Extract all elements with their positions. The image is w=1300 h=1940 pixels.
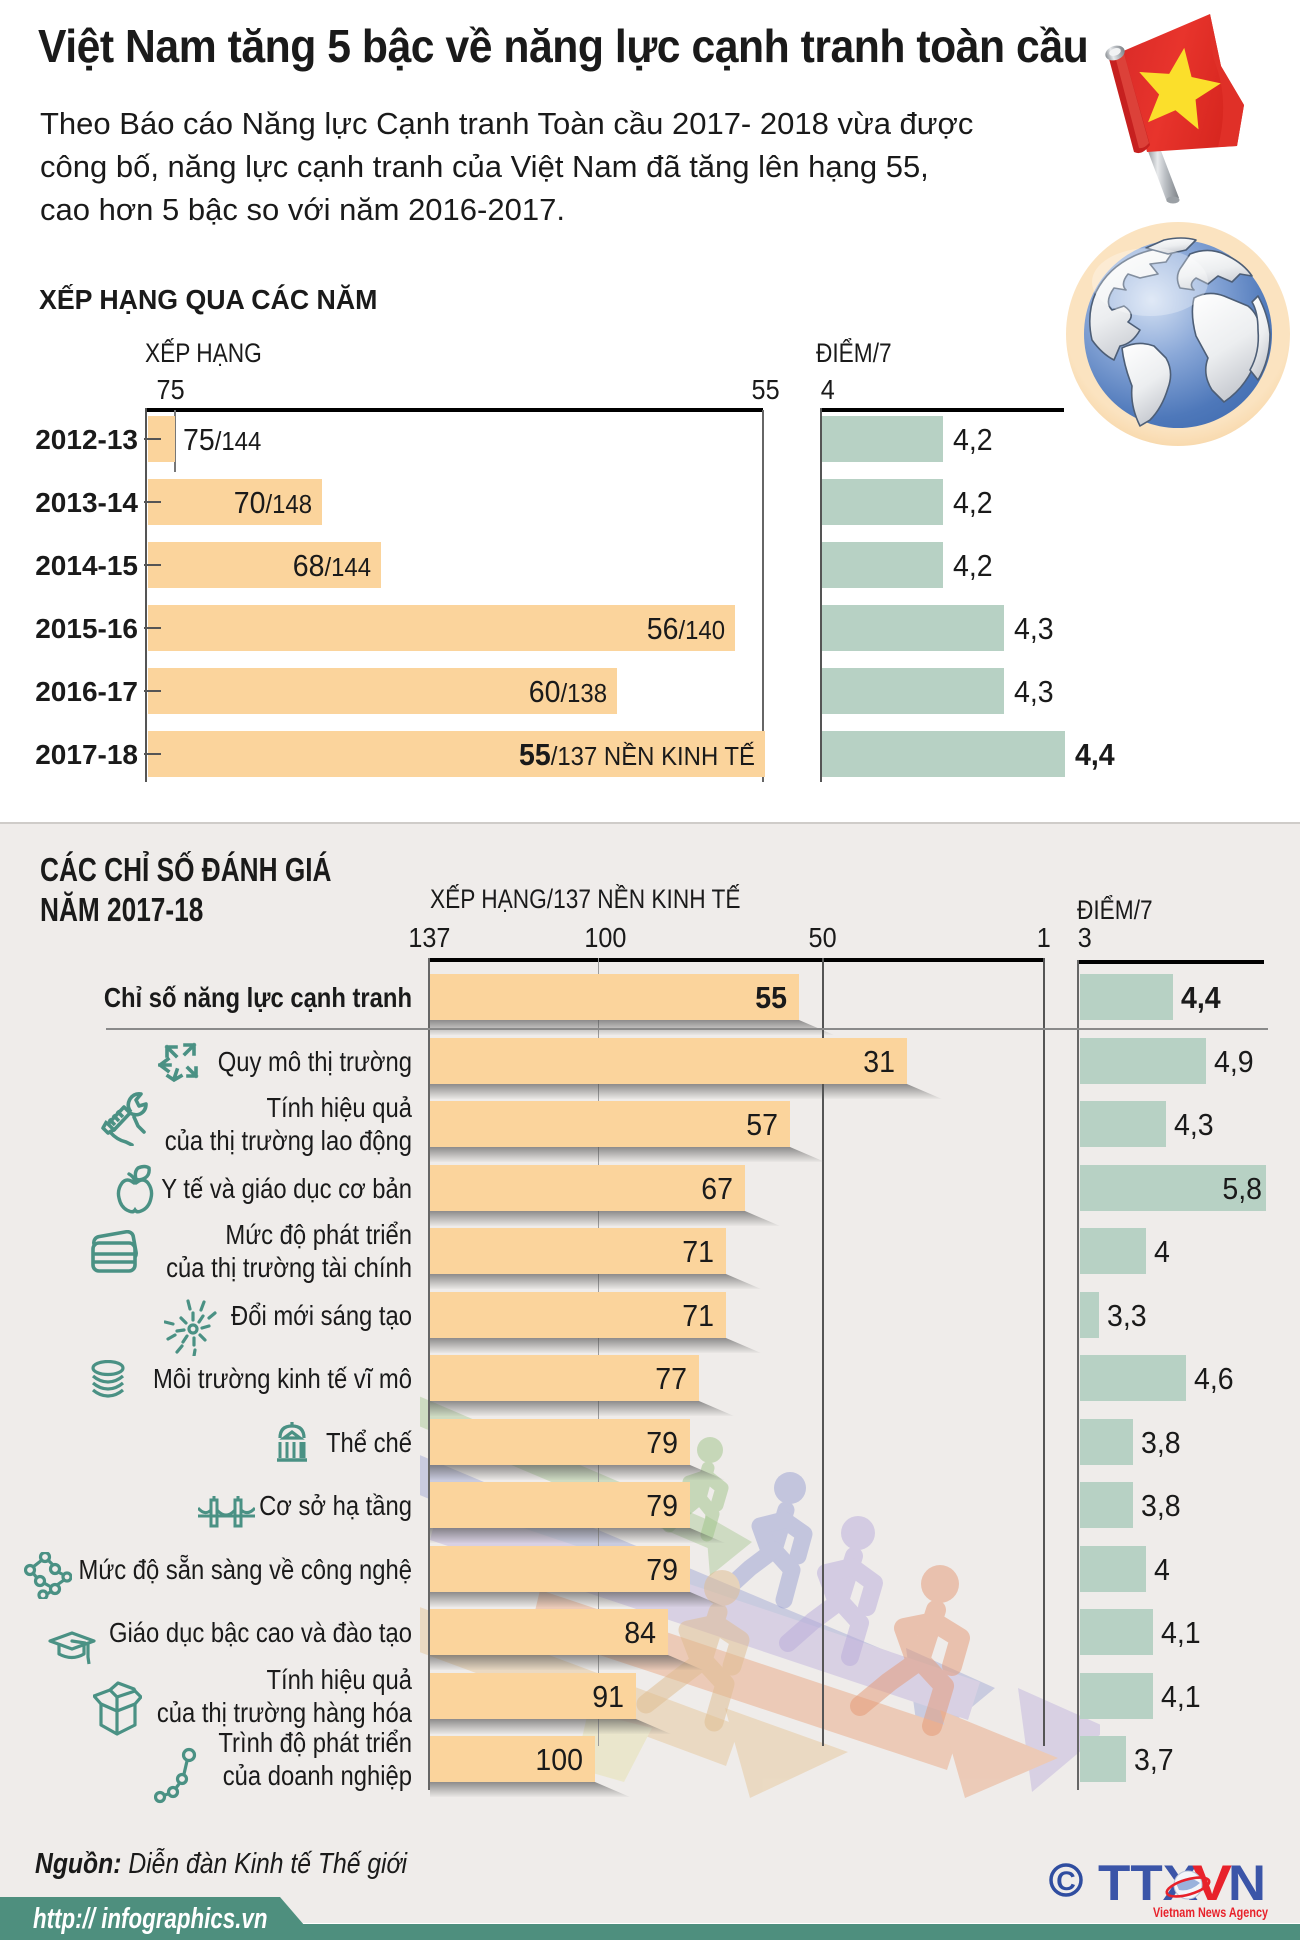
svg-text:Vietnam News Agency: Vietnam News Agency: [1153, 1904, 1268, 1920]
svg-text:C: C: [1056, 1866, 1076, 1896]
svg-text:N: N: [1228, 1855, 1266, 1911]
